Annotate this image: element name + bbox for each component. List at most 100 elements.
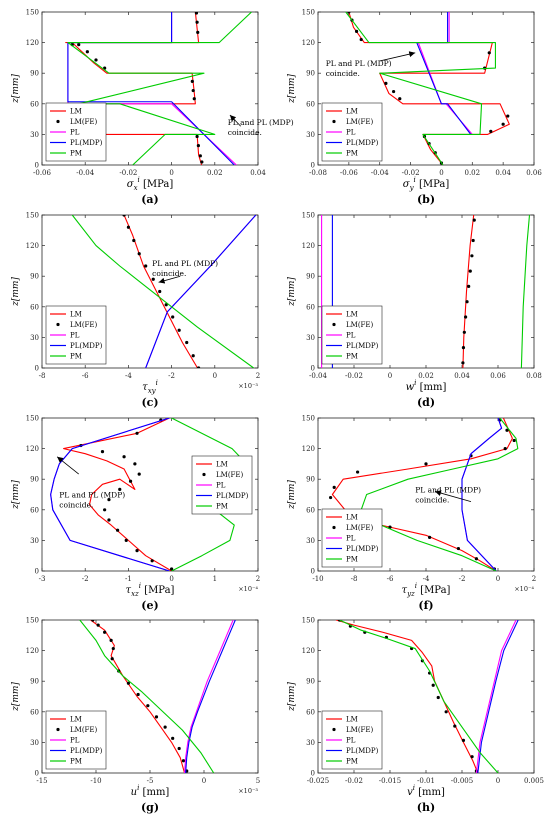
legend-swatch-dot: [56, 119, 60, 124]
data-point-lmfe: [128, 479, 133, 483]
data-point-lmfe: [96, 623, 100, 627]
legend-entry: PL(MDP): [346, 747, 379, 755]
data-point-lmfe: [126, 681, 130, 685]
legend-entry: LM(FE): [346, 524, 374, 532]
legend: LM LM(FE) PL PL(MDP) PM: [45, 102, 107, 162]
y-tick-label: 120: [302, 39, 315, 47]
x-tick-label: 0.02: [207, 169, 223, 177]
data-point-lmfe: [137, 252, 141, 256]
data-point-lmfe: [94, 58, 98, 62]
annotation-arrow: [379, 51, 416, 62]
y-tick-label: 60: [30, 100, 39, 108]
legend-swatch-dot: [56, 727, 60, 732]
x-tick-label: -0.01: [417, 777, 435, 785]
annotation-text: coincide.: [326, 69, 360, 78]
data-point-lmfe: [110, 657, 114, 661]
data-point-lmfe: [470, 254, 474, 258]
data-point-lmfe: [431, 683, 435, 687]
legend-swatch-dot: [332, 727, 336, 732]
data-point-lmfe: [198, 154, 202, 158]
data-point-lmfe: [471, 238, 475, 243]
annotation-arrow: [56, 456, 79, 475]
legend-swatch-dot: [202, 472, 206, 477]
y-tick-label: 90: [306, 476, 315, 484]
x-tick-label: -2: [459, 575, 466, 583]
y-tick-label: 60: [30, 303, 39, 311]
data-point-lmfe: [354, 29, 359, 33]
y-tick-label: 30: [30, 537, 39, 545]
annotation-text: PL and PL (MDP): [152, 259, 218, 268]
legend-entry: PL(MDP): [216, 492, 249, 500]
legend-entry: PM: [70, 353, 82, 361]
data-point-lmfe: [190, 79, 194, 83]
data-point-lmfe: [132, 238, 136, 243]
x-tick-label: 0: [388, 372, 392, 380]
x-tick-label: 5: [256, 777, 260, 785]
data-point-lmfe: [474, 557, 478, 561]
x-tick-label: 0.04: [454, 372, 470, 380]
x-axis-label-unit: [MPa]: [416, 179, 450, 190]
chart-panel-7: -15 -10 -5 0 5 0 30 60 90 120 150 ×10⁻³ ui [mm] z[mm]…: [11, 617, 260, 815]
data-point-lmfe: [197, 366, 201, 368]
x-axis-label: σxi [MPa]: [127, 176, 174, 192]
data-point-lmfe: [332, 485, 336, 489]
x-axis-label-sub: xz: [131, 590, 139, 598]
legend-entry: PL: [70, 737, 80, 745]
legend-entry: PL: [70, 332, 80, 340]
data-point-lmfe: [462, 330, 466, 334]
x-tick-label: 1: [213, 575, 217, 583]
legend-entry: PM: [346, 556, 358, 564]
data-point-lmfe: [171, 315, 175, 319]
y-tick-label: 120: [302, 647, 315, 655]
y-axis-label: z[mm]: [287, 74, 297, 104]
x-axis-label-unit: [MPa]: [140, 179, 174, 190]
x-tick-label: -10: [312, 575, 323, 583]
legend-box: [321, 102, 383, 162]
x-axis-exponent: ×10⁻³: [238, 787, 258, 795]
annotation-text: coincide.: [59, 501, 93, 510]
legend-swatch-dot: [332, 119, 336, 124]
data-point-lmfe: [181, 759, 186, 763]
legend-entry: LM(FE): [70, 321, 98, 329]
data-point-lmfe: [116, 528, 120, 532]
legend-entry: PM: [346, 150, 358, 158]
y-tick-label: 0: [311, 770, 315, 778]
x-axis-label-sup: i: [414, 176, 416, 184]
legend-entry: LM(FE): [346, 726, 374, 734]
legend-entry: LM: [216, 461, 228, 469]
x-axis-label: ui [mm]: [131, 784, 170, 798]
legend-entry: LM(FE): [70, 726, 98, 734]
data-point-lmfe: [505, 428, 509, 432]
y-tick-label: 30: [306, 131, 315, 139]
legend: LM LM(FE) PL PL(MDP) PM: [45, 305, 107, 365]
legend-entry: PL: [70, 129, 80, 137]
data-point-lmfe: [109, 638, 113, 643]
data-point-lmfe: [135, 431, 139, 435]
data-point-lmfe: [359, 37, 363, 42]
series-line-pm: [339, 620, 499, 773]
x-tick-label: -4: [125, 372, 132, 380]
panel-label: (h): [417, 801, 435, 814]
y-tick-label: 0: [35, 162, 39, 170]
x-tick-label: -0.02: [119, 169, 137, 177]
x-tick-label: 0.08: [526, 372, 542, 380]
data-point-lmfe: [467, 284, 471, 288]
data-point-lmfe: [472, 218, 476, 222]
series-group: [50, 418, 253, 571]
y-tick-label: 60: [306, 100, 315, 108]
legend-entry: PL(MDP): [346, 139, 379, 147]
legend: LM LM(FE) PL PL(MDP) PM: [321, 508, 383, 568]
series-line-lm: [63, 418, 172, 571]
x-tick-label: -0.02: [345, 372, 363, 380]
y-tick-label: 30: [306, 739, 315, 747]
panel-label: (e): [141, 599, 158, 612]
legend-entry: PL: [346, 737, 356, 745]
legend-entry: LM(FE): [70, 118, 98, 126]
y-tick-label: 90: [30, 273, 39, 281]
x-axis-label: τxyi: [142, 379, 158, 395]
data-point-lmfe: [356, 470, 360, 474]
x-tick-label: -2: [82, 575, 89, 583]
x-axis-label-symbol: σ: [403, 179, 411, 190]
